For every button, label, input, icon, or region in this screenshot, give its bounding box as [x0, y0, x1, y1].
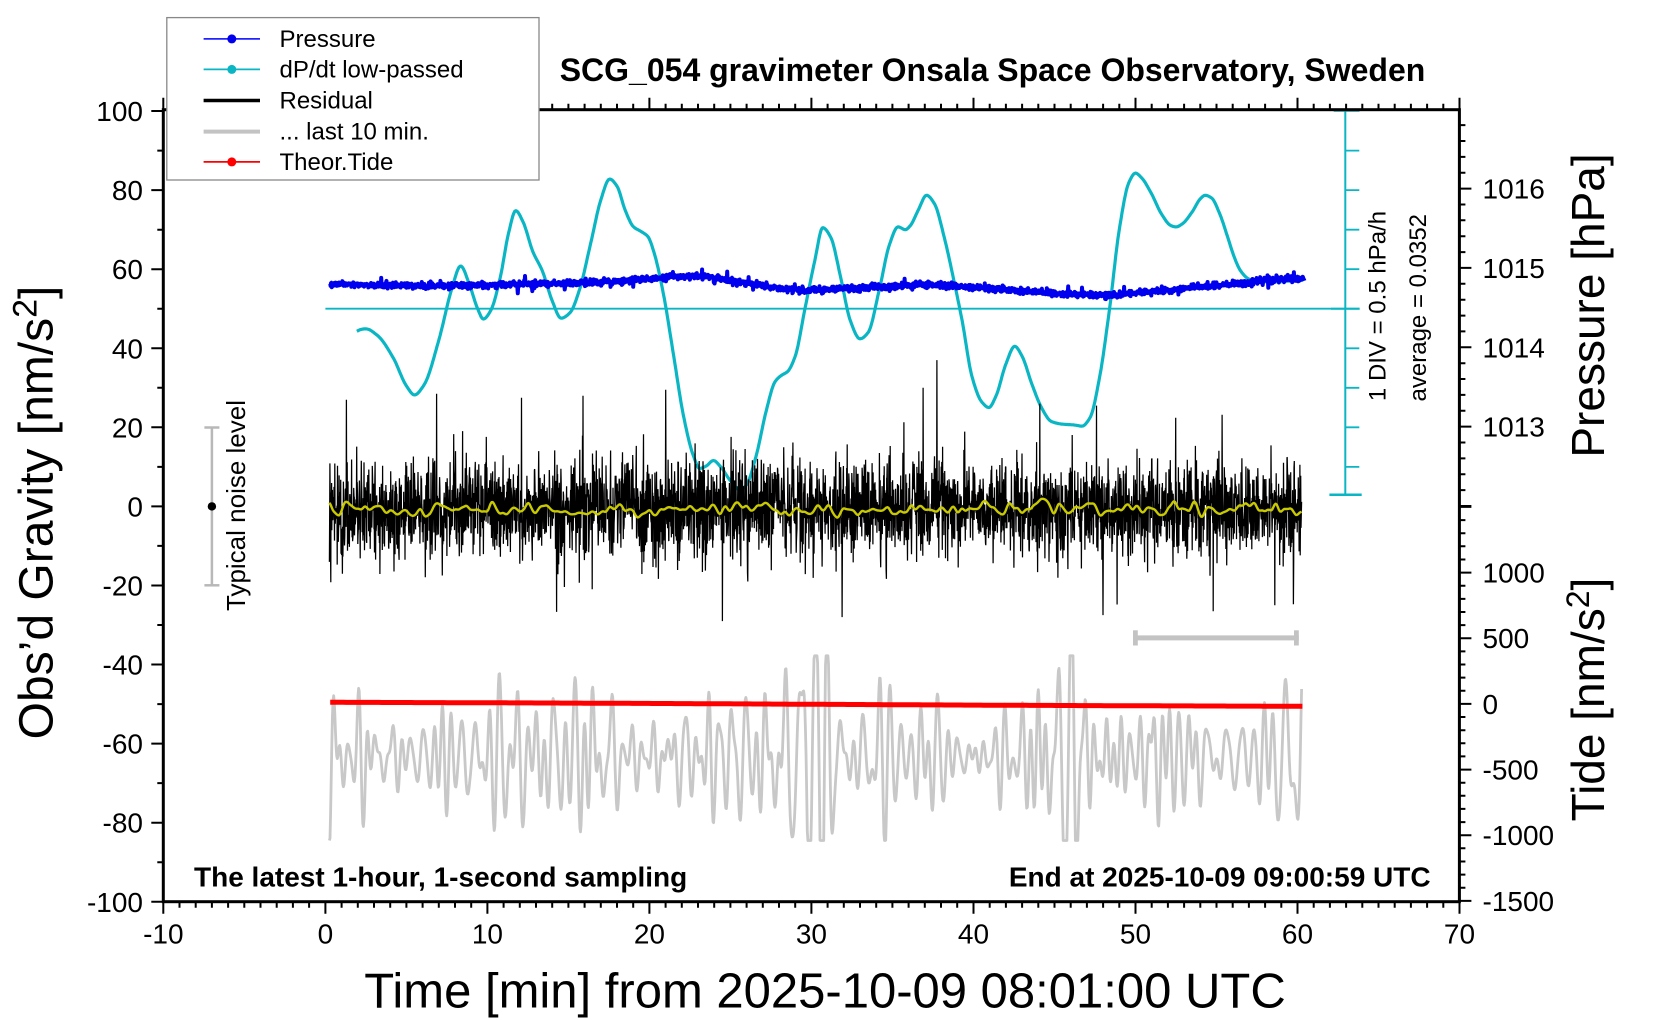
- svg-text:-500: -500: [1483, 755, 1539, 786]
- svg-text:average = 0.0352: average = 0.0352: [1405, 214, 1432, 402]
- svg-text:40: 40: [958, 919, 989, 950]
- svg-text:Obs’d Gravity [nm/s2]: Obs’d Gravity [nm/s2]: [6, 286, 63, 740]
- svg-text:-100: -100: [87, 887, 143, 918]
- svg-text:Typical noise level: Typical noise level: [221, 400, 251, 611]
- svg-text:70: 70: [1444, 919, 1475, 950]
- svg-text:-20: -20: [103, 571, 143, 602]
- svg-text:0: 0: [318, 919, 334, 950]
- svg-text:60: 60: [112, 254, 143, 285]
- svg-text:-60: -60: [103, 729, 143, 760]
- svg-text:10: 10: [472, 919, 503, 950]
- svg-text:80: 80: [112, 175, 143, 206]
- svg-text:SCG_054 gravimeter Onsala Spac: SCG_054 gravimeter Onsala Space Observat…: [560, 52, 1426, 88]
- svg-text:500: 500: [1483, 623, 1530, 654]
- svg-text:-1500: -1500: [1483, 886, 1555, 917]
- svg-text:-10: -10: [143, 919, 183, 950]
- svg-text:-40: -40: [103, 650, 143, 681]
- svg-text:Theor.Tide: Theor.Tide: [280, 149, 394, 176]
- svg-text:20: 20: [634, 919, 665, 950]
- svg-text:100: 100: [96, 96, 143, 127]
- svg-text:40: 40: [112, 333, 143, 364]
- svg-text:-1000: -1000: [1483, 820, 1555, 851]
- svg-text:20: 20: [112, 412, 143, 443]
- svg-text:Residual: Residual: [280, 88, 373, 115]
- svg-text:End at 2025-10-09 09:00:59 UTC: End at 2025-10-09 09:00:59 UTC: [1009, 861, 1431, 892]
- svg-text:0: 0: [1483, 689, 1499, 720]
- svg-text:30: 30: [796, 919, 827, 950]
- svg-text:1014: 1014: [1483, 332, 1545, 363]
- svg-text:1013: 1013: [1483, 412, 1545, 443]
- svg-text:1000: 1000: [1483, 558, 1545, 589]
- svg-text:0: 0: [127, 491, 143, 522]
- svg-text:Pressure [hPa]: Pressure [hPa]: [1562, 153, 1614, 457]
- svg-text:... last 10 min.: ... last 10 min.: [280, 119, 429, 146]
- svg-text:Time [min] from 2025-10-09 08:: Time [min] from 2025-10-09 08:01:00 UTC: [364, 965, 1285, 1019]
- svg-text:1016: 1016: [1483, 174, 1545, 205]
- svg-text:dP/dt low-passed: dP/dt low-passed: [280, 56, 464, 83]
- svg-text:1 DIV = 0.5 hPa/h: 1 DIV = 0.5 hPa/h: [1364, 211, 1391, 401]
- svg-text:Tide [nm/s2]: Tide [nm/s2]: [1560, 578, 1614, 822]
- svg-text:The latest 1-hour, 1-second sa: The latest 1-hour, 1-second sampling: [194, 861, 687, 892]
- svg-text:50: 50: [1120, 919, 1151, 950]
- svg-text:1015: 1015: [1483, 253, 1545, 284]
- svg-text:60: 60: [1282, 919, 1313, 950]
- svg-text:-80: -80: [103, 808, 143, 839]
- svg-text:Pressure: Pressure: [280, 26, 376, 53]
